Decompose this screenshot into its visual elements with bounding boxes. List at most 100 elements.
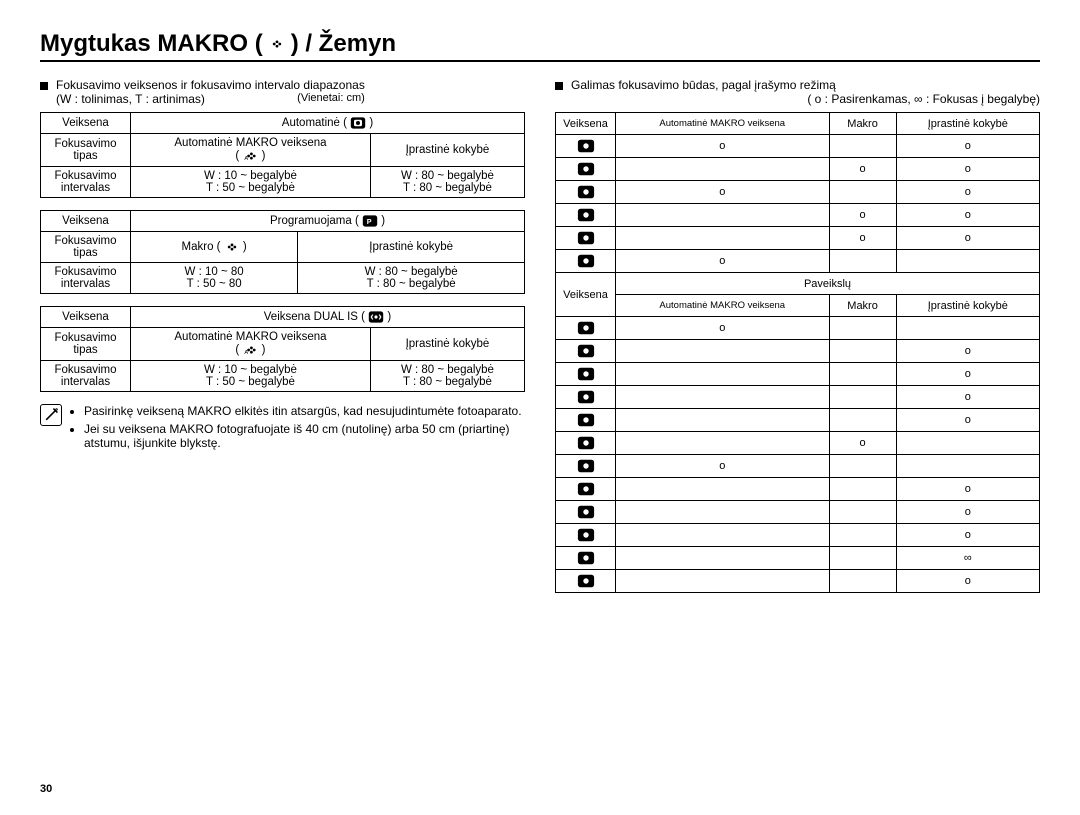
cell <box>829 478 896 501</box>
camera-p-icon: P <box>362 214 378 228</box>
cell <box>829 386 896 409</box>
cell: Veiksena <box>41 113 131 134</box>
hdr: Įprastinė kokybė <box>896 295 1039 317</box>
cell: Veiksena DUAL IS ( ) <box>131 307 525 328</box>
cell: Fokusavimointervalas <box>41 361 131 392</box>
cell <box>616 409 830 432</box>
mode-cell <box>556 158 616 181</box>
hdr: Makro <box>829 295 896 317</box>
mode-icon <box>577 366 595 382</box>
mode-icon <box>577 389 595 405</box>
mode-cell <box>556 363 616 386</box>
cell: o <box>896 409 1039 432</box>
svg-text:P: P <box>367 217 372 226</box>
cell: W : 10 ~ begalybėT : 50 ~ begalybė <box>131 361 371 392</box>
mode-cell <box>556 135 616 158</box>
cell: o <box>896 227 1039 250</box>
mode-icon <box>577 573 595 589</box>
cell: Programuojama ( P ) <box>131 211 525 232</box>
intro-line1: Fokusavimo veiksenos ir fokusavimo inter… <box>56 78 365 92</box>
mode-icon <box>577 138 595 154</box>
cell <box>896 455 1039 478</box>
mode-cell <box>556 409 616 432</box>
square-bullet-icon <box>40 82 48 90</box>
cell <box>829 250 896 273</box>
note-icon <box>40 404 62 426</box>
page-title: Mygtukas MAKRO ( ) / Žemyn <box>40 30 1040 62</box>
cell: Automatinė MAKRO veiksena( A ) <box>131 134 371 167</box>
cell: W : 10 ~ begalybėT : 50 ~ begalybė <box>131 167 371 198</box>
hdr: Įprastinė kokybė <box>896 113 1039 135</box>
cell <box>829 524 896 547</box>
cell: Įprastinė kokybė <box>298 232 525 263</box>
mode-icon <box>577 458 595 474</box>
cell <box>616 501 830 524</box>
cell: W : 80 ~ begalybėT : 80 ~ begalybė <box>370 167 524 198</box>
hdr: Automatinė MAKRO veiksena <box>616 113 830 135</box>
cell: o <box>896 386 1039 409</box>
mode-cell <box>556 250 616 273</box>
flower-icon <box>269 37 285 51</box>
mode-cell <box>556 524 616 547</box>
mode-icon <box>577 253 595 269</box>
cell <box>616 478 830 501</box>
cell: o <box>829 227 896 250</box>
cell: Veiksena <box>41 211 131 232</box>
cell <box>829 340 896 363</box>
mode-cell <box>556 432 616 455</box>
cell: Fokusavimointervalas <box>41 263 131 294</box>
cell: Makro ( ) <box>131 232 298 263</box>
legend-text: ( o : Pasirenkamas, ∞ : Fokusas į begaly… <box>571 92 1040 106</box>
auto-flower-icon: A <box>242 343 258 357</box>
note-item: Pasirinkę veikseną MAKRO elkitės itin at… <box>84 404 525 418</box>
cell <box>616 204 830 227</box>
cell: W : 80 ~ begalybėT : 80 ~ begalybė <box>370 361 524 392</box>
cell: o <box>616 135 830 158</box>
focus-table-auto: Veiksena Automatinė ( ) Fokusavimotipas … <box>40 112 525 198</box>
cell: Fokusavimointervalas <box>41 167 131 198</box>
cell: Automatinė MAKRO veiksena( A ) <box>131 328 371 361</box>
mode-cell <box>556 181 616 204</box>
right-intro-text: Galimas fokusavimo būdas, pagal įrašymo … <box>571 78 836 92</box>
mode-cell <box>556 204 616 227</box>
cell: o <box>896 158 1039 181</box>
mode-cell <box>556 227 616 250</box>
mode-cell <box>556 501 616 524</box>
cell <box>896 250 1039 273</box>
cell: o <box>896 478 1039 501</box>
mode-cell <box>556 547 616 570</box>
mode-icon <box>577 161 595 177</box>
cell: o <box>616 317 830 340</box>
flower-icon <box>224 240 240 254</box>
cell: Fokusavimotipas <box>41 328 131 361</box>
cell <box>616 432 830 455</box>
cell: o <box>616 181 830 204</box>
mode-icon <box>577 527 595 543</box>
mode-icon <box>577 435 595 451</box>
mode-cell <box>556 455 616 478</box>
mode-cell <box>556 570 616 593</box>
cell <box>829 409 896 432</box>
mode-icon <box>577 184 595 200</box>
auto-flower-icon: A <box>242 149 258 163</box>
cell <box>829 317 896 340</box>
mode-icon <box>577 504 595 520</box>
cell: ∞ <box>896 547 1039 570</box>
cell: W : 80 ~ begalybėT : 80 ~ begalybė <box>298 263 525 294</box>
cell: o <box>829 432 896 455</box>
cell <box>616 386 830 409</box>
units-label: (Vienetai: cm) <box>297 92 365 104</box>
svg-text:A: A <box>245 156 249 162</box>
mode-icon <box>577 550 595 566</box>
cell <box>616 547 830 570</box>
cell <box>829 181 896 204</box>
cell: o <box>896 363 1039 386</box>
dual-is-icon <box>368 310 384 324</box>
cell <box>616 158 830 181</box>
cell: Fokusavimotipas <box>41 232 131 263</box>
left-intro: Fokusavimo veiksenos ir fokusavimo inter… <box>40 78 525 106</box>
hdr: Paveikslų <box>616 273 1040 295</box>
hdr: Veiksena <box>556 113 616 135</box>
note-item: Jei su veiksena MAKRO fotografuojate iš … <box>84 422 525 450</box>
hdr: Makro <box>829 113 896 135</box>
